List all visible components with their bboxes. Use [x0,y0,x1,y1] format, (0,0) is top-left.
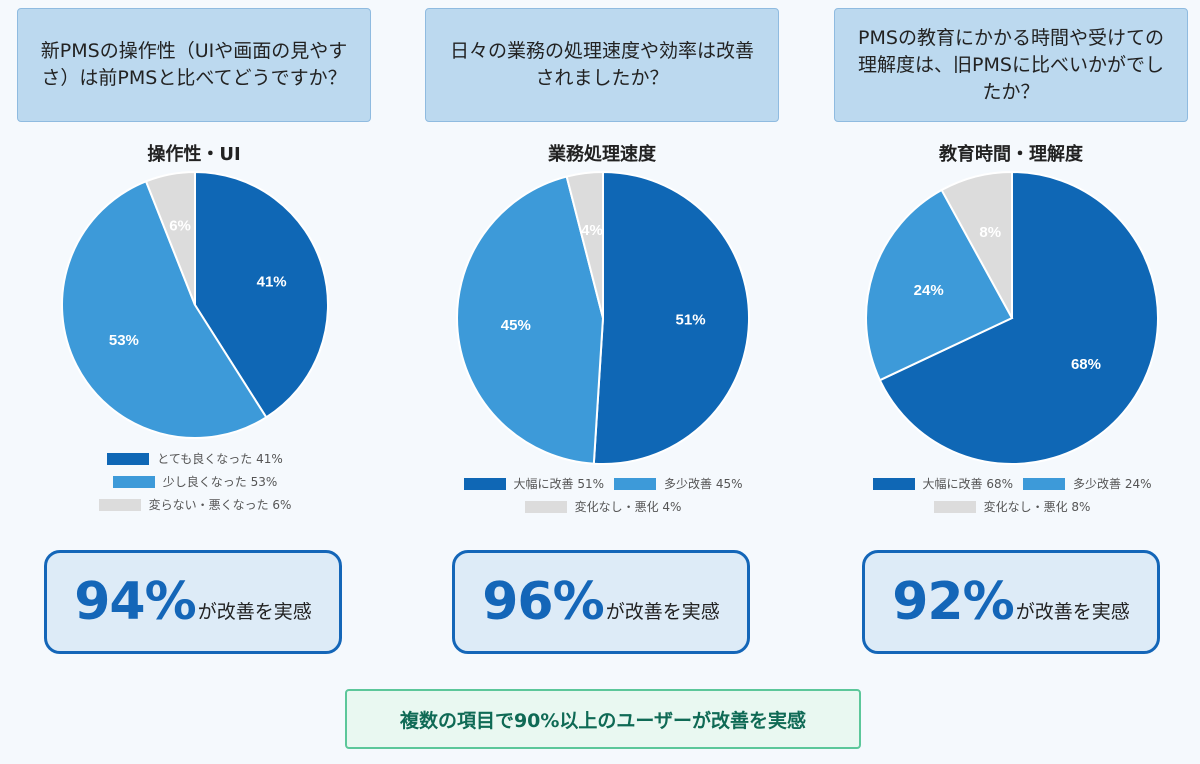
summary-text: が改善を実感 [1015,600,1130,623]
legend-item: 変らない・悪くなった 6% [22,495,368,514]
summary-text: が改善を実感 [605,600,720,623]
legend-swatch [872,477,915,490]
slice-value-label: 24% [914,282,944,299]
legend-swatch [112,475,155,488]
summary-text: が改善を実感 [197,600,312,623]
slice-value-label: 68% [1071,356,1101,373]
question-box: 日々の業務の処理速度や効率は改善されましたか？ [425,8,779,122]
question-box: PMSの教育にかかる時間や受けての理解度は、旧PMSに比べいかがでしたか？ [834,8,1188,122]
summary-value: 94% [74,572,196,632]
slice-improved-slightly [456,175,605,465]
legend-label: 大幅に改善 51% [513,477,605,491]
legend-swatch [463,477,506,490]
legend-item: 大幅に改善 68% [872,474,1014,493]
legend-item: 変化なし・悪化 4% [430,497,776,516]
legend-item: とても良くなった 41% [22,449,368,468]
pie-chart-speed: 51% 45% 4% [456,170,751,465]
pie-chart-education: 68% 24% 8% [865,170,1159,465]
pie-chart-operability: 41% 53% 6% [61,170,330,439]
chart-title: 業務処理速度 [548,144,656,165]
legend-label: 変化なし・悪化 4% [574,500,682,514]
chart-legend: 大幅に改善 68% 多少改善 24% 変化なし・悪化 8% [834,474,1190,516]
chart-panel-speed: 日々の業務の処理速度や効率は改善されましたか？ 業務処理速度 51% 45% 4% … [425,0,781,520]
legend-label: 少し良くなった 53% [162,475,278,489]
conclusion-banner: 複数の項目で90%以上のユーザーが改善を実感 [345,689,861,749]
question-box: 新PMSの操作性（UIや画面の見やすさ）は前PMSと比べてどうですか？ [17,8,371,122]
slice-improved-slightly [865,188,1014,382]
slice-improved-greatly [878,170,1159,465]
legend-item: 大幅に改善 51% [463,474,605,493]
slice-no-change [565,170,604,319]
legend-swatch [524,500,567,513]
chart-title: 操作性・UI [147,144,241,165]
chart-title: 教育時間・理解度 [939,144,1083,165]
legend-label: 変化なし・悪化 8% [983,500,1091,514]
legend-label: 変らない・悪くなった 6% [148,498,292,512]
chart-legend: とても良くなった 41% 少し良くなった 53% 変らない・悪くなった 6% [17,449,373,514]
legend-label: 多少改善 45% [664,477,743,491]
slice-improved-slightly [61,180,268,439]
legend-swatch [98,498,141,511]
chart-legend: 大幅に改善 51% 多少改善 45% 変化なし・悪化 4% [425,474,781,516]
legend-item: 多少改善 24% [1023,474,1152,493]
slice-no-change [940,170,1013,319]
slice-value-label: 4% [581,222,603,239]
slice-value-label: 51% [676,312,706,329]
legend-swatch [614,477,656,490]
slice-value-label: 6% [169,218,191,235]
legend-swatch [1023,477,1065,490]
chart-panel-education: PMSの教育にかかる時間や受けての理解度は、旧PMSに比べいかがでしたか？ 教育… [834,0,1190,520]
slice-improved-greatly [592,170,751,465]
legend-label: 多少改善 24% [1073,477,1152,491]
legend-label: とても良くなった 41% [157,452,283,466]
legend-swatch [107,452,150,465]
legend-item: 変化なし・悪化 8% [839,497,1185,516]
legend-swatch [933,500,976,513]
legend-item: 多少改善 45% [614,474,743,493]
summary-value: 92% [892,572,1014,632]
summary-box-speed: 96% が改善を実感 [452,550,750,654]
summary-box-operability: 94% が改善を実感 [44,550,342,654]
slice-value-label: 45% [501,317,531,334]
slice-value-label: 53% [109,332,139,349]
chart-panel-operability: 新PMSの操作性（UIや画面の見やすさ）は前PMSと比べてどうですか？ 操作性・… [17,0,373,520]
slice-value-label: 41% [257,274,287,291]
slice-value-label: 8% [979,224,1001,241]
slice-no-change [144,170,196,306]
legend-item: 少し良くなった 53% [22,472,368,491]
summary-box-education: 92% が改善を実感 [862,550,1160,654]
summary-value: 96% [482,572,604,632]
legend-label: 大幅に改善 68% [922,477,1014,491]
